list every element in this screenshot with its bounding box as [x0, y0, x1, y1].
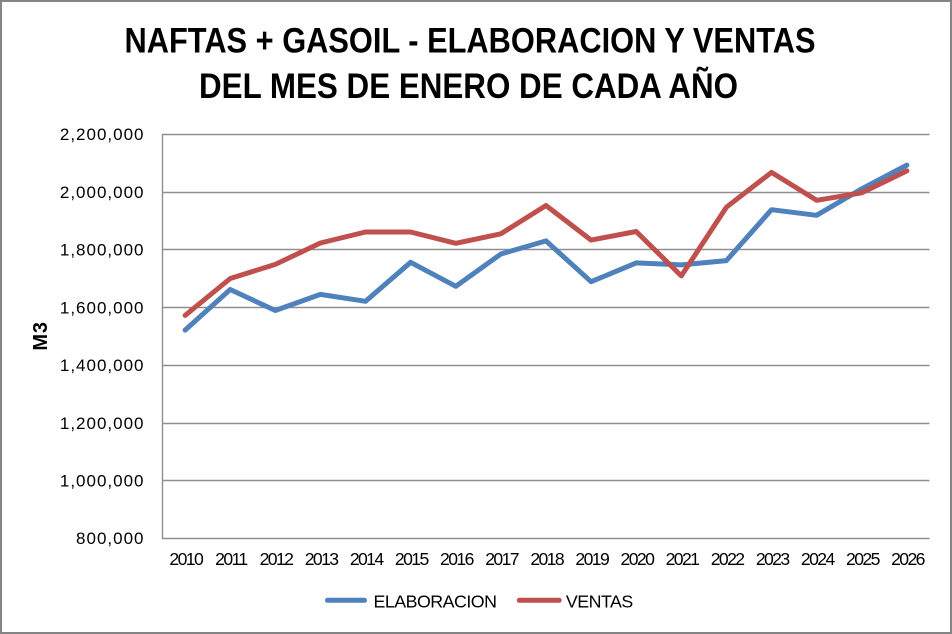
- svg-text:1,200,000: 1,200,000: [60, 414, 145, 433]
- svg-text:DEL MES DE ENERO DE CADA AÑO: DEL MES DE ENERO DE CADA AÑO: [199, 67, 738, 106]
- svg-text:NAFTAS + GASOIL - ELABORACION: NAFTAS + GASOIL - ELABORACION Y VENTAS: [125, 21, 816, 60]
- svg-text:1,800,000: 1,800,000: [60, 241, 145, 260]
- svg-text:2019: 2019: [575, 549, 609, 569]
- svg-text:2,200,000: 2,200,000: [60, 125, 145, 144]
- svg-text:2025: 2025: [846, 549, 881, 569]
- svg-text:2020: 2020: [621, 549, 656, 569]
- svg-text:2011: 2011: [215, 549, 247, 569]
- svg-text:2024: 2024: [801, 549, 836, 569]
- svg-text:2016: 2016: [440, 549, 475, 569]
- svg-text:800,000: 800,000: [76, 529, 144, 548]
- svg-text:2026: 2026: [891, 549, 926, 569]
- svg-text:ELABORACION: ELABORACION: [374, 591, 497, 611]
- svg-text:2014: 2014: [350, 549, 385, 569]
- svg-text:1,400,000: 1,400,000: [60, 356, 145, 375]
- svg-text:2023: 2023: [756, 549, 791, 569]
- svg-text:2,000,000: 2,000,000: [60, 183, 145, 202]
- svg-text:1,600,000: 1,600,000: [60, 298, 145, 317]
- svg-text:1,000,000: 1,000,000: [60, 472, 145, 491]
- svg-text:2021: 2021: [666, 549, 700, 569]
- svg-text:2018: 2018: [530, 549, 565, 569]
- svg-text:2010: 2010: [169, 549, 204, 569]
- svg-text:VENTAS: VENTAS: [566, 591, 633, 611]
- svg-text:2015: 2015: [395, 549, 430, 569]
- svg-text:2017: 2017: [485, 549, 519, 569]
- svg-text:2012: 2012: [260, 549, 294, 569]
- svg-text:2013: 2013: [305, 549, 340, 569]
- svg-text:M3: M3: [30, 321, 52, 350]
- svg-text:2022: 2022: [711, 549, 745, 569]
